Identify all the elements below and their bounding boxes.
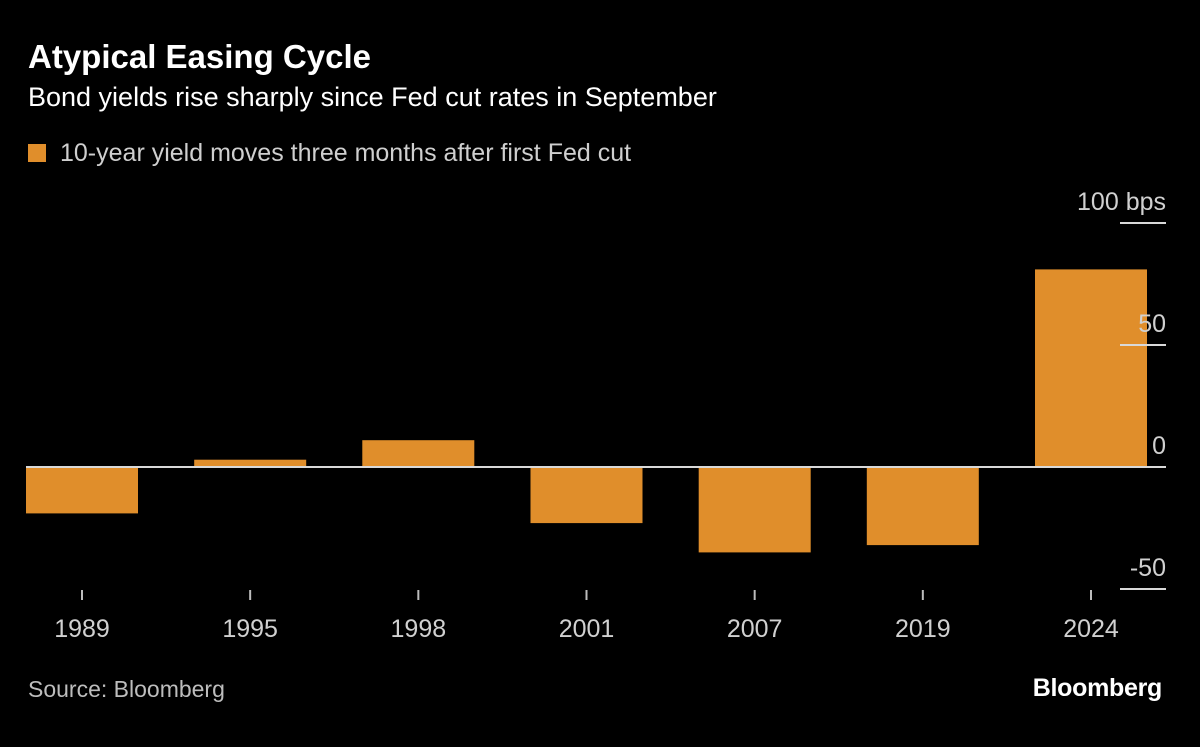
x-tick-label-2001: 2001 [559,615,615,643]
y-tick-label: 50 [1138,310,1166,338]
bar-2019 [866,467,979,546]
x-tick-label-2024: 2024 [1063,615,1119,643]
x-tick-label-1995: 1995 [222,615,278,643]
source-note: Source: Bloomberg [28,676,225,702]
chart-title: Atypical Easing Cycle [28,38,371,75]
x-tick-label-1998: 1998 [391,615,447,643]
y-tick-label: 100 bps [1077,188,1166,216]
legend: 10-year yield moves three months after f… [28,138,631,168]
bar-2024 [1035,269,1147,467]
x-tick-label-2019: 2019 [895,615,951,643]
bloomberg-logo: Bloomberg [1032,674,1163,702]
bar-1989 [26,467,138,514]
x-tick-label-2007: 2007 [727,615,783,643]
y-tick-label: -50 [1130,554,1166,582]
bar-2001 [530,467,643,524]
y-tick-label: 0 [1152,432,1166,460]
bar-2007 [698,467,811,553]
chart-subtitle: Bond yields rise sharply since Fed cut r… [28,82,717,112]
legend-swatch [28,144,46,162]
x-tick-label-1989: 1989 [54,615,110,643]
legend-label: 10-year yield moves three months after f… [60,138,632,167]
bar-1998 [362,440,475,467]
bar-1995 [194,459,307,467]
